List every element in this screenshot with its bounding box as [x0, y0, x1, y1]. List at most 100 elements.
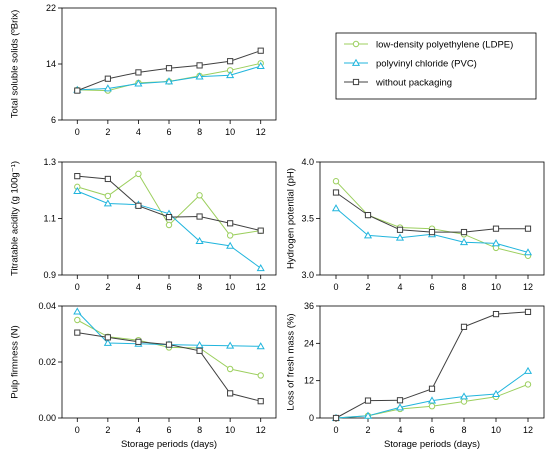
series-square-3 [74, 329, 264, 405]
data-point [427, 396, 437, 404]
plot-frame [61, 305, 277, 419]
x-tick-label: 2 [105, 127, 110, 137]
series-square-3 [74, 173, 264, 234]
data-point [460, 323, 468, 330]
x-tick-label: 4 [136, 282, 141, 292]
y-axis-label: Pulp firmness (N) [10, 325, 21, 398]
data-point [257, 398, 264, 405]
y-tick-label: 0 [309, 413, 314, 423]
data-point [492, 225, 500, 232]
x-tick-label: 8 [197, 127, 202, 137]
legend: low-density polyethylene (LDPE) polyvinyl… [335, 32, 537, 100]
data-point [491, 239, 501, 247]
data-point [104, 175, 111, 183]
x-tick-label: 8 [461, 425, 466, 435]
data-point [196, 192, 203, 199]
data-point [395, 403, 405, 411]
data-point [257, 372, 264, 379]
data-point [103, 338, 112, 346]
legend-box [335, 32, 537, 100]
data-point [135, 69, 142, 76]
x-tick-label: 12 [523, 282, 533, 292]
data-point [332, 414, 340, 422]
y-tick-label: 4.0 [301, 157, 314, 167]
series-triangle-2 [331, 366, 533, 421]
y-tick-label: 0.04 [38, 301, 56, 311]
y-tick-label: 24 [304, 338, 314, 348]
y-axis-label: Hydrogen potential (pH) [286, 168, 297, 269]
data-point [103, 199, 112, 207]
chart-panel-2: 0.9 1.1 1.3 0 2 4 6 8 10 12 Titratable acidity (g … [10, 157, 277, 292]
data-point [74, 173, 81, 180]
data-point [196, 213, 203, 220]
data-point [428, 402, 436, 410]
x-tick-label: 10 [225, 425, 235, 435]
data-point [226, 341, 235, 349]
legend-entry: without packaging [344, 78, 452, 89]
data-point [196, 347, 203, 354]
data-point [227, 220, 234, 227]
x-tick-label: 12 [523, 425, 533, 435]
y-tick-label: 3.0 [301, 270, 314, 280]
legend-label: without packaging [375, 78, 452, 89]
chart-panel-1: 6 14 22 0 2 4 6 8 10 12 Total soluble solids (ºBri… [10, 3, 277, 137]
data-point [164, 77, 174, 85]
x-tick-label: 8 [197, 425, 202, 435]
data-point [428, 228, 436, 236]
data-point [523, 248, 533, 256]
data-point [331, 204, 341, 212]
x-tick-label: 12 [256, 425, 266, 435]
legend-entry: low-density polyethylene (LDPE) [344, 40, 513, 51]
data-point [103, 84, 112, 92]
data-point [256, 264, 265, 272]
chart-panel-3: 3.0 3.5 4.0 0 2 4 6 8 10 12 Hydrogen potential (pH… [286, 157, 545, 292]
data-point [165, 213, 173, 221]
x-tick-label: 6 [166, 282, 171, 292]
legend-marker [352, 78, 360, 86]
y-tick-label: 14 [46, 59, 56, 69]
data-point [74, 87, 81, 94]
x-tick-label: 2 [365, 425, 370, 435]
data-point [227, 390, 234, 397]
data-point [227, 58, 234, 65]
x-tick-label: 0 [75, 127, 80, 137]
series-circle-1 [74, 170, 264, 239]
data-point [363, 411, 373, 419]
x-tick-label: 0 [75, 282, 80, 292]
series-line [335, 370, 529, 419]
data-point [104, 75, 111, 82]
data-point [74, 329, 81, 336]
data-point [104, 192, 112, 200]
series-square-3 [332, 189, 532, 236]
data-point [226, 232, 234, 239]
data-point [135, 338, 142, 345]
x-tick-label: 0 [333, 282, 338, 292]
data-point [524, 308, 532, 316]
data-point [226, 365, 234, 373]
data-point [524, 225, 532, 232]
x-axis-label: Storage periods (days) [384, 439, 480, 450]
series-triangle-2 [73, 186, 265, 272]
data-point [332, 178, 340, 185]
series-circle-1 [332, 178, 532, 259]
x-tick-label: 4 [136, 127, 141, 137]
data-point [226, 241, 235, 249]
x-tick-label: 4 [397, 282, 402, 292]
data-point [396, 397, 404, 404]
legend-marker [352, 40, 360, 48]
x-tick-label: 2 [105, 282, 110, 292]
y-tick-label: 0.9 [43, 270, 56, 280]
data-point [73, 186, 82, 194]
plot-frame [61, 7, 277, 121]
data-point [195, 72, 204, 80]
x-tick-label: 6 [166, 127, 171, 137]
data-point [256, 61, 265, 69]
series-square-3 [332, 308, 532, 422]
y-tick-label: 3.5 [301, 214, 314, 224]
x-tick-label: 0 [75, 425, 80, 435]
y-tick-label: 0.02 [38, 357, 56, 367]
x-tick-label: 12 [256, 127, 266, 137]
data-point [165, 341, 173, 348]
y-axis-label: Total soluble solids (ºBrix) [10, 10, 21, 119]
